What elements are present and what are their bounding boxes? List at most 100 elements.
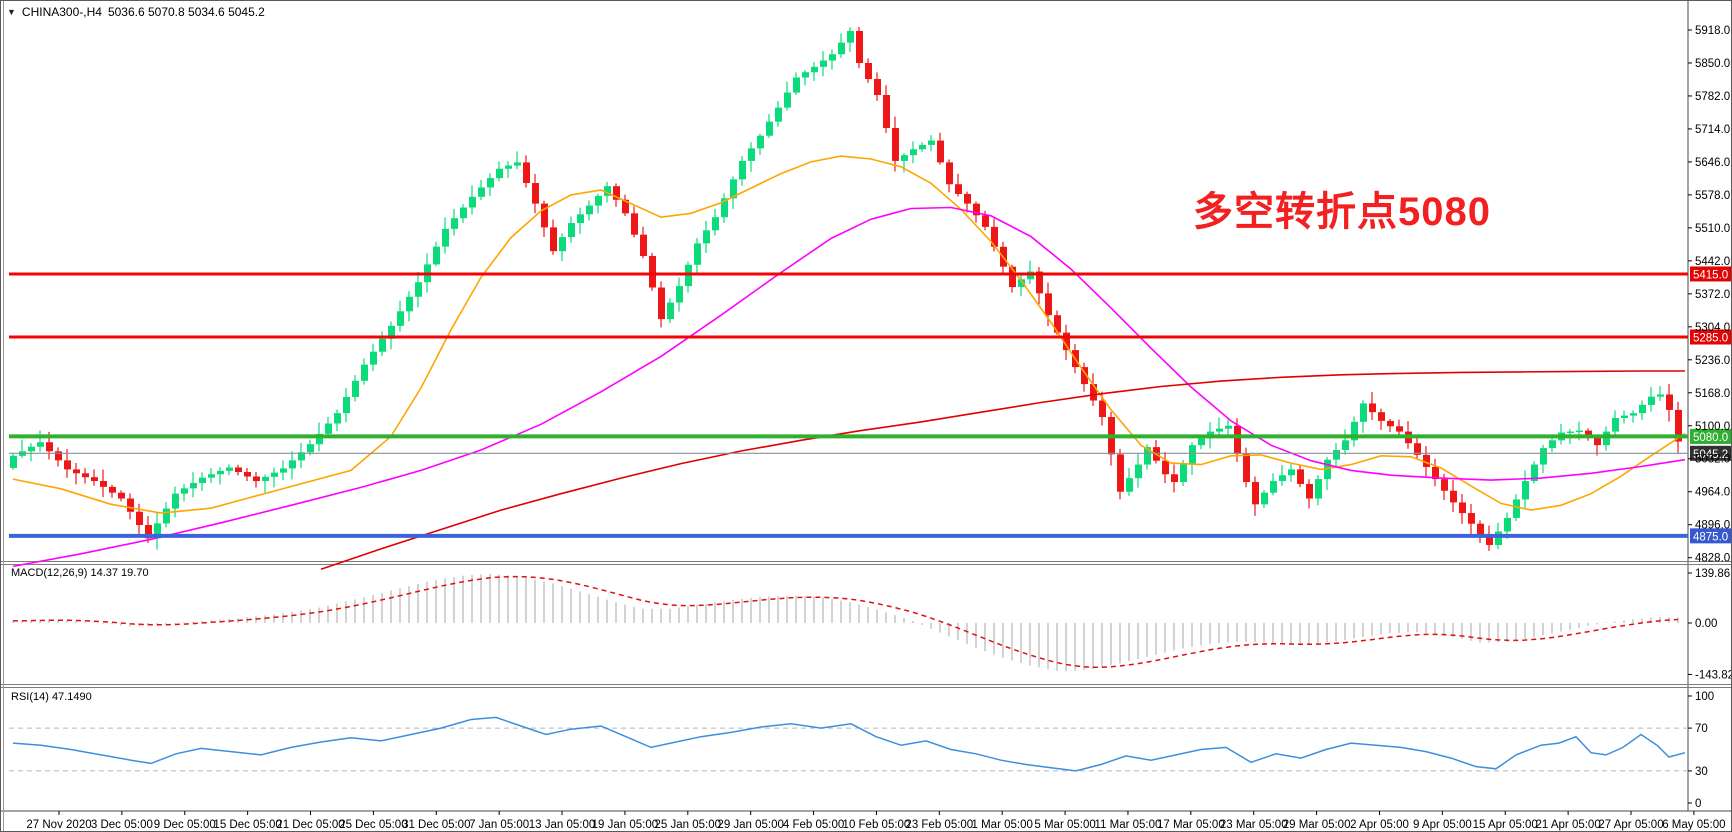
candle-body bbox=[658, 287, 665, 320]
horizontal-levels-layer[interactable]: 5415.0 5285.0 5080.0 4875.0 5045.2 bbox=[9, 266, 1732, 544]
candle-body bbox=[100, 481, 107, 487]
candle-body bbox=[397, 311, 404, 326]
level-price-label bbox=[1690, 329, 1731, 345]
date-tick-label: 15 Dec 05:00 bbox=[213, 819, 281, 831]
date-tick-label: 27 Apr 05:00 bbox=[1598, 819, 1663, 831]
candle-body bbox=[82, 473, 89, 478]
candle-body bbox=[469, 196, 476, 208]
candle-body bbox=[343, 396, 350, 414]
candle-body bbox=[1252, 482, 1259, 505]
date-tick-label: 1 Mar 05:00 bbox=[972, 819, 1033, 831]
ma-slow-red bbox=[320, 370, 1685, 571]
date-tick-label: 11 Mar 05:00 bbox=[1094, 819, 1161, 831]
macd-pane-layer bbox=[12, 573, 1679, 672]
candle-body bbox=[1387, 420, 1394, 427]
candle-body bbox=[388, 325, 395, 339]
level-price-label bbox=[1690, 428, 1731, 444]
candle-body bbox=[1342, 440, 1349, 451]
price-tick-label: 5850.0 bbox=[1695, 58, 1730, 70]
candle-body bbox=[1162, 460, 1169, 475]
candle-body bbox=[487, 178, 494, 188]
rsi-tick-label: 30 bbox=[1695, 766, 1708, 778]
candle-body bbox=[433, 246, 440, 265]
candle-body bbox=[964, 193, 971, 204]
rsi-pane-layer bbox=[9, 716, 1688, 772]
price-tick-label: 5578.0 bbox=[1695, 190, 1730, 202]
date-tick-label: 6 May 05:00 bbox=[1662, 819, 1725, 831]
current-price-label bbox=[1690, 445, 1731, 461]
candle-body bbox=[1297, 469, 1304, 484]
candle-body bbox=[1495, 531, 1502, 546]
candle-body bbox=[37, 442, 44, 447]
candle-body bbox=[1576, 430, 1583, 433]
candle-body bbox=[910, 149, 917, 156]
level-price-label-text: 5415.0 bbox=[1693, 269, 1728, 281]
price-tick-label: 5100.0 bbox=[1695, 421, 1730, 433]
candle-body bbox=[829, 54, 836, 61]
candle-body bbox=[1414, 443, 1421, 455]
candle-body bbox=[523, 162, 530, 184]
candle-body bbox=[784, 92, 791, 108]
candle-body bbox=[1126, 478, 1133, 492]
candle-body bbox=[1594, 437, 1601, 446]
rsi-tick-label: 70 bbox=[1695, 723, 1708, 735]
candle-body bbox=[1513, 499, 1520, 518]
date-tick-label: 23 Feb 05:00 bbox=[905, 819, 973, 831]
candle-body bbox=[1189, 445, 1196, 464]
candle-body bbox=[1009, 266, 1016, 288]
candle-body bbox=[226, 467, 233, 471]
axes-labels-layer: 5918.0 5850.0 5782.0 5714.0 5646.0 5578.0 5510… bbox=[26, 25, 1731, 831]
candle-body bbox=[937, 140, 944, 163]
price-tick-label: 4964.0 bbox=[1695, 487, 1730, 499]
candle-body bbox=[532, 183, 539, 204]
rsi-line bbox=[12, 716, 1686, 772]
candle-body bbox=[1144, 447, 1151, 465]
candle-body bbox=[595, 195, 602, 206]
candle-body bbox=[1081, 367, 1088, 385]
candle-body bbox=[163, 508, 170, 524]
candle-body bbox=[604, 186, 611, 196]
candle-body bbox=[1135, 464, 1142, 479]
candle-body bbox=[1270, 481, 1277, 493]
candle-body bbox=[1378, 412, 1385, 421]
price-tick-label: 5510.0 bbox=[1695, 223, 1730, 235]
candle-body bbox=[775, 107, 782, 122]
price-tick-label: 4828.0 bbox=[1695, 553, 1730, 565]
candle-body bbox=[892, 127, 899, 161]
date-tick-label: 4 Feb 05:00 bbox=[783, 819, 844, 831]
candle-body bbox=[208, 474, 215, 478]
candle-body bbox=[478, 187, 485, 197]
candle-body bbox=[613, 186, 620, 200]
macd-indicator-label: MACD(12,26,9) 14.37 19.70 bbox=[11, 567, 149, 579]
candle-body bbox=[739, 160, 746, 180]
date-tick-label: 29 Jan 05:00 bbox=[717, 819, 784, 831]
candle-body bbox=[811, 66, 818, 73]
candle-body bbox=[1117, 454, 1124, 492]
candle-body bbox=[73, 469, 80, 474]
annotation-text: 多空转折点5080 bbox=[1193, 190, 1491, 234]
symbol-dropdown-icon[interactable]: ▼ bbox=[7, 7, 16, 17]
candle-body bbox=[199, 477, 206, 483]
candle-body bbox=[1261, 492, 1268, 505]
macd-tick-label: 0.00 bbox=[1695, 618, 1717, 630]
date-tick-label: 21 Apr 05:00 bbox=[1536, 819, 1601, 831]
date-tick-label: 15 Apr 05:00 bbox=[1473, 819, 1538, 831]
date-tick-label: 25 Dec 05:00 bbox=[339, 819, 407, 831]
candle-body bbox=[1288, 469, 1295, 476]
candle-body bbox=[1279, 475, 1286, 482]
candle-body bbox=[235, 467, 242, 472]
candle-body bbox=[1360, 403, 1367, 422]
candle-body bbox=[991, 226, 998, 247]
candle-body bbox=[442, 228, 449, 247]
date-tick-label: 5 Mar 05:00 bbox=[1034, 819, 1095, 831]
ma-fast-orange bbox=[12, 155, 1686, 514]
candle-body bbox=[1036, 271, 1043, 294]
candle-body bbox=[1477, 523, 1484, 535]
candle-body bbox=[901, 155, 908, 161]
candle-body bbox=[1666, 394, 1673, 410]
chart-title-ohlc: 5036.6 5070.8 5034.6 5045.2 bbox=[107, 5, 265, 19]
candle-body bbox=[1549, 440, 1556, 449]
candle-body bbox=[766, 121, 773, 136]
candle-body bbox=[640, 234, 647, 257]
